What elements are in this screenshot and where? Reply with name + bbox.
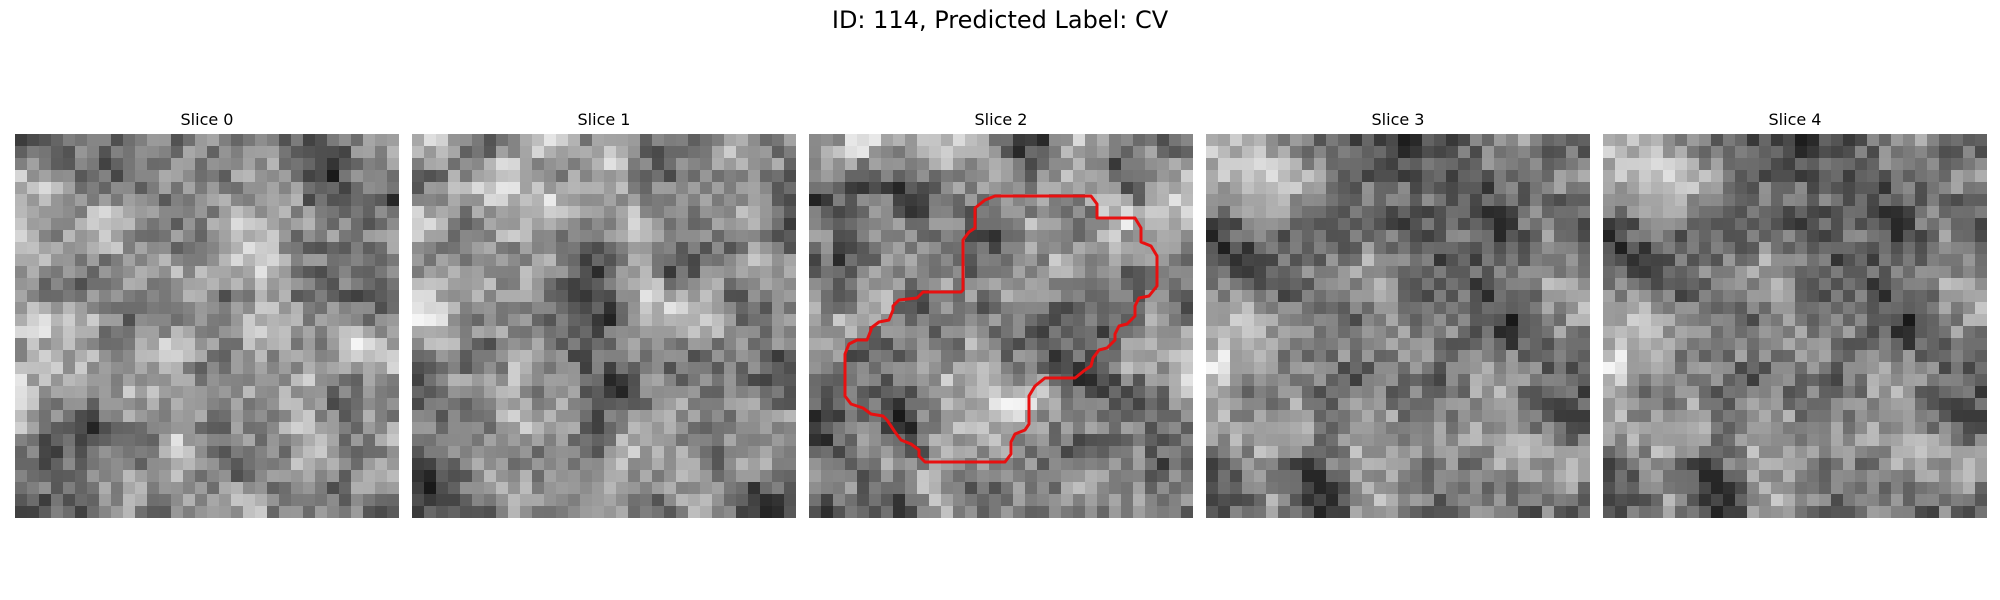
slice-image-2 [809,134,1193,518]
slice-image-3 [1206,134,1590,518]
slice-image-4 [1603,134,1987,518]
figure-title: ID: 114, Predicted Label: CV [831,6,1169,34]
slice-panel-3: Slice 3 [1206,108,1590,518]
slice-image-0 [15,134,399,518]
slice-title-0: Slice 0 [180,110,234,129]
segmentation-contour [843,194,1159,464]
slice-title-1: Slice 1 [577,110,631,129]
slice-image-1 [412,134,796,518]
slice-panel-1: Slice 1 [412,108,796,518]
slice-title-2: Slice 2 [974,110,1028,129]
slice-panel-4: Slice 4 [1603,108,1987,518]
slice-panel-2: Slice 2 [809,108,1193,518]
slice-title-4: Slice 4 [1768,110,1822,129]
slice-title-3: Slice 3 [1371,110,1425,129]
slice-panel-0: Slice 0 [15,108,399,518]
